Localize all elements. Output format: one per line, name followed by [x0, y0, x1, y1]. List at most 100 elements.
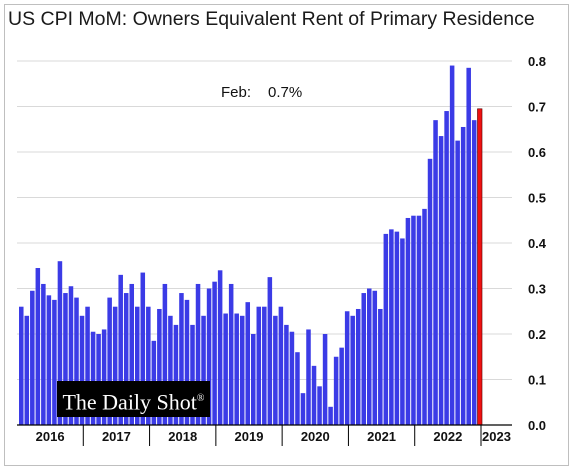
bar	[57, 261, 63, 425]
annotation-label: Feb:	[221, 84, 251, 101]
bar-latest	[477, 108, 483, 426]
bar	[383, 233, 389, 425]
bar	[74, 297, 79, 425]
registered-mark: ®	[196, 393, 205, 404]
bar	[389, 229, 394, 425]
x-tick-label: 2021	[367, 429, 396, 444]
annotation-box	[187, 76, 327, 106]
y-tick-label: 0.6	[528, 145, 546, 160]
bar	[328, 406, 333, 425]
bar	[19, 306, 24, 425]
bar	[157, 308, 162, 425]
bar	[361, 293, 367, 425]
bar	[433, 120, 438, 426]
bar	[184, 299, 190, 426]
bar	[322, 334, 328, 425]
bar	[311, 365, 317, 425]
bar	[52, 299, 57, 426]
bar	[217, 270, 223, 425]
bar	[135, 306, 140, 425]
bar	[85, 306, 90, 425]
x-tick-label: 2016	[36, 429, 65, 444]
bar	[162, 283, 168, 425]
bar-series	[19, 65, 483, 426]
bar	[455, 140, 460, 426]
bar	[90, 331, 96, 425]
bar	[449, 65, 455, 426]
bar	[173, 324, 179, 425]
bar	[278, 306, 284, 425]
bar	[251, 334, 256, 425]
bar	[223, 313, 228, 425]
y-tick-label: 0.5	[528, 191, 546, 206]
bar	[466, 67, 471, 425]
bar	[46, 295, 52, 425]
bar	[234, 313, 239, 425]
bar	[471, 120, 477, 426]
bar	[405, 217, 411, 425]
x-tick-label: 2020	[301, 429, 330, 444]
bar	[123, 293, 129, 425]
bar	[344, 311, 350, 425]
x-tick-label: 2023	[482, 429, 511, 444]
bar	[289, 331, 295, 425]
y-tick-label: 0.7	[528, 100, 546, 115]
bar	[422, 208, 427, 425]
bar	[317, 386, 322, 425]
daily-shot-logo: The Daily Shot®	[57, 381, 210, 417]
bar	[96, 334, 101, 425]
bar	[195, 283, 201, 425]
bar	[339, 347, 344, 425]
bar	[355, 308, 361, 425]
x-tick-label: 2017	[102, 429, 131, 444]
bar	[367, 288, 372, 425]
bar	[112, 306, 118, 425]
chart-title: US CPI MoM: Owners Equivalent Rent of Pr…	[8, 8, 535, 30]
axes	[17, 424, 512, 446]
bar	[350, 315, 355, 425]
bar	[256, 306, 262, 425]
bar	[24, 315, 30, 425]
bar	[129, 283, 135, 425]
bar	[239, 315, 245, 425]
bar	[35, 268, 41, 425]
bar	[107, 297, 112, 425]
bar	[300, 393, 306, 425]
y-tick-label: 0.8	[528, 54, 546, 69]
bar	[190, 324, 195, 425]
bar	[212, 281, 217, 425]
bar	[118, 274, 123, 425]
bar	[394, 231, 400, 426]
bar	[378, 308, 383, 425]
bar	[206, 288, 212, 425]
bar	[63, 293, 68, 425]
bar	[30, 290, 35, 425]
bar	[400, 238, 405, 425]
bar	[79, 315, 85, 425]
bar	[411, 215, 416, 425]
bar	[306, 329, 311, 425]
bar	[427, 158, 433, 425]
x-tick-label: 2022	[433, 429, 462, 444]
bar	[168, 315, 173, 425]
bar	[444, 111, 449, 426]
y-tick-label: 0.4	[528, 236, 547, 251]
logo-text: The Daily Shot	[62, 389, 197, 415]
bar	[295, 352, 300, 425]
y-tick-label: 0.2	[528, 327, 546, 342]
bar	[201, 315, 206, 425]
bar	[245, 302, 251, 425]
bar	[140, 272, 146, 425]
bar	[438, 136, 444, 425]
axis-labels: 0.0 0.1 0.2 0.3 0.4 0.5 0.6 0.7 0.8 2016 2017 2018 2…	[36, 54, 547, 444]
bar	[372, 290, 378, 425]
bar	[273, 315, 278, 425]
y-tick-label: 0.3	[528, 282, 546, 297]
bar	[267, 277, 273, 426]
y-tick-label: 0.1	[528, 373, 546, 388]
bar	[68, 286, 74, 425]
bar	[284, 324, 289, 425]
x-tick-label: 2018	[168, 429, 197, 444]
bar	[262, 306, 267, 425]
